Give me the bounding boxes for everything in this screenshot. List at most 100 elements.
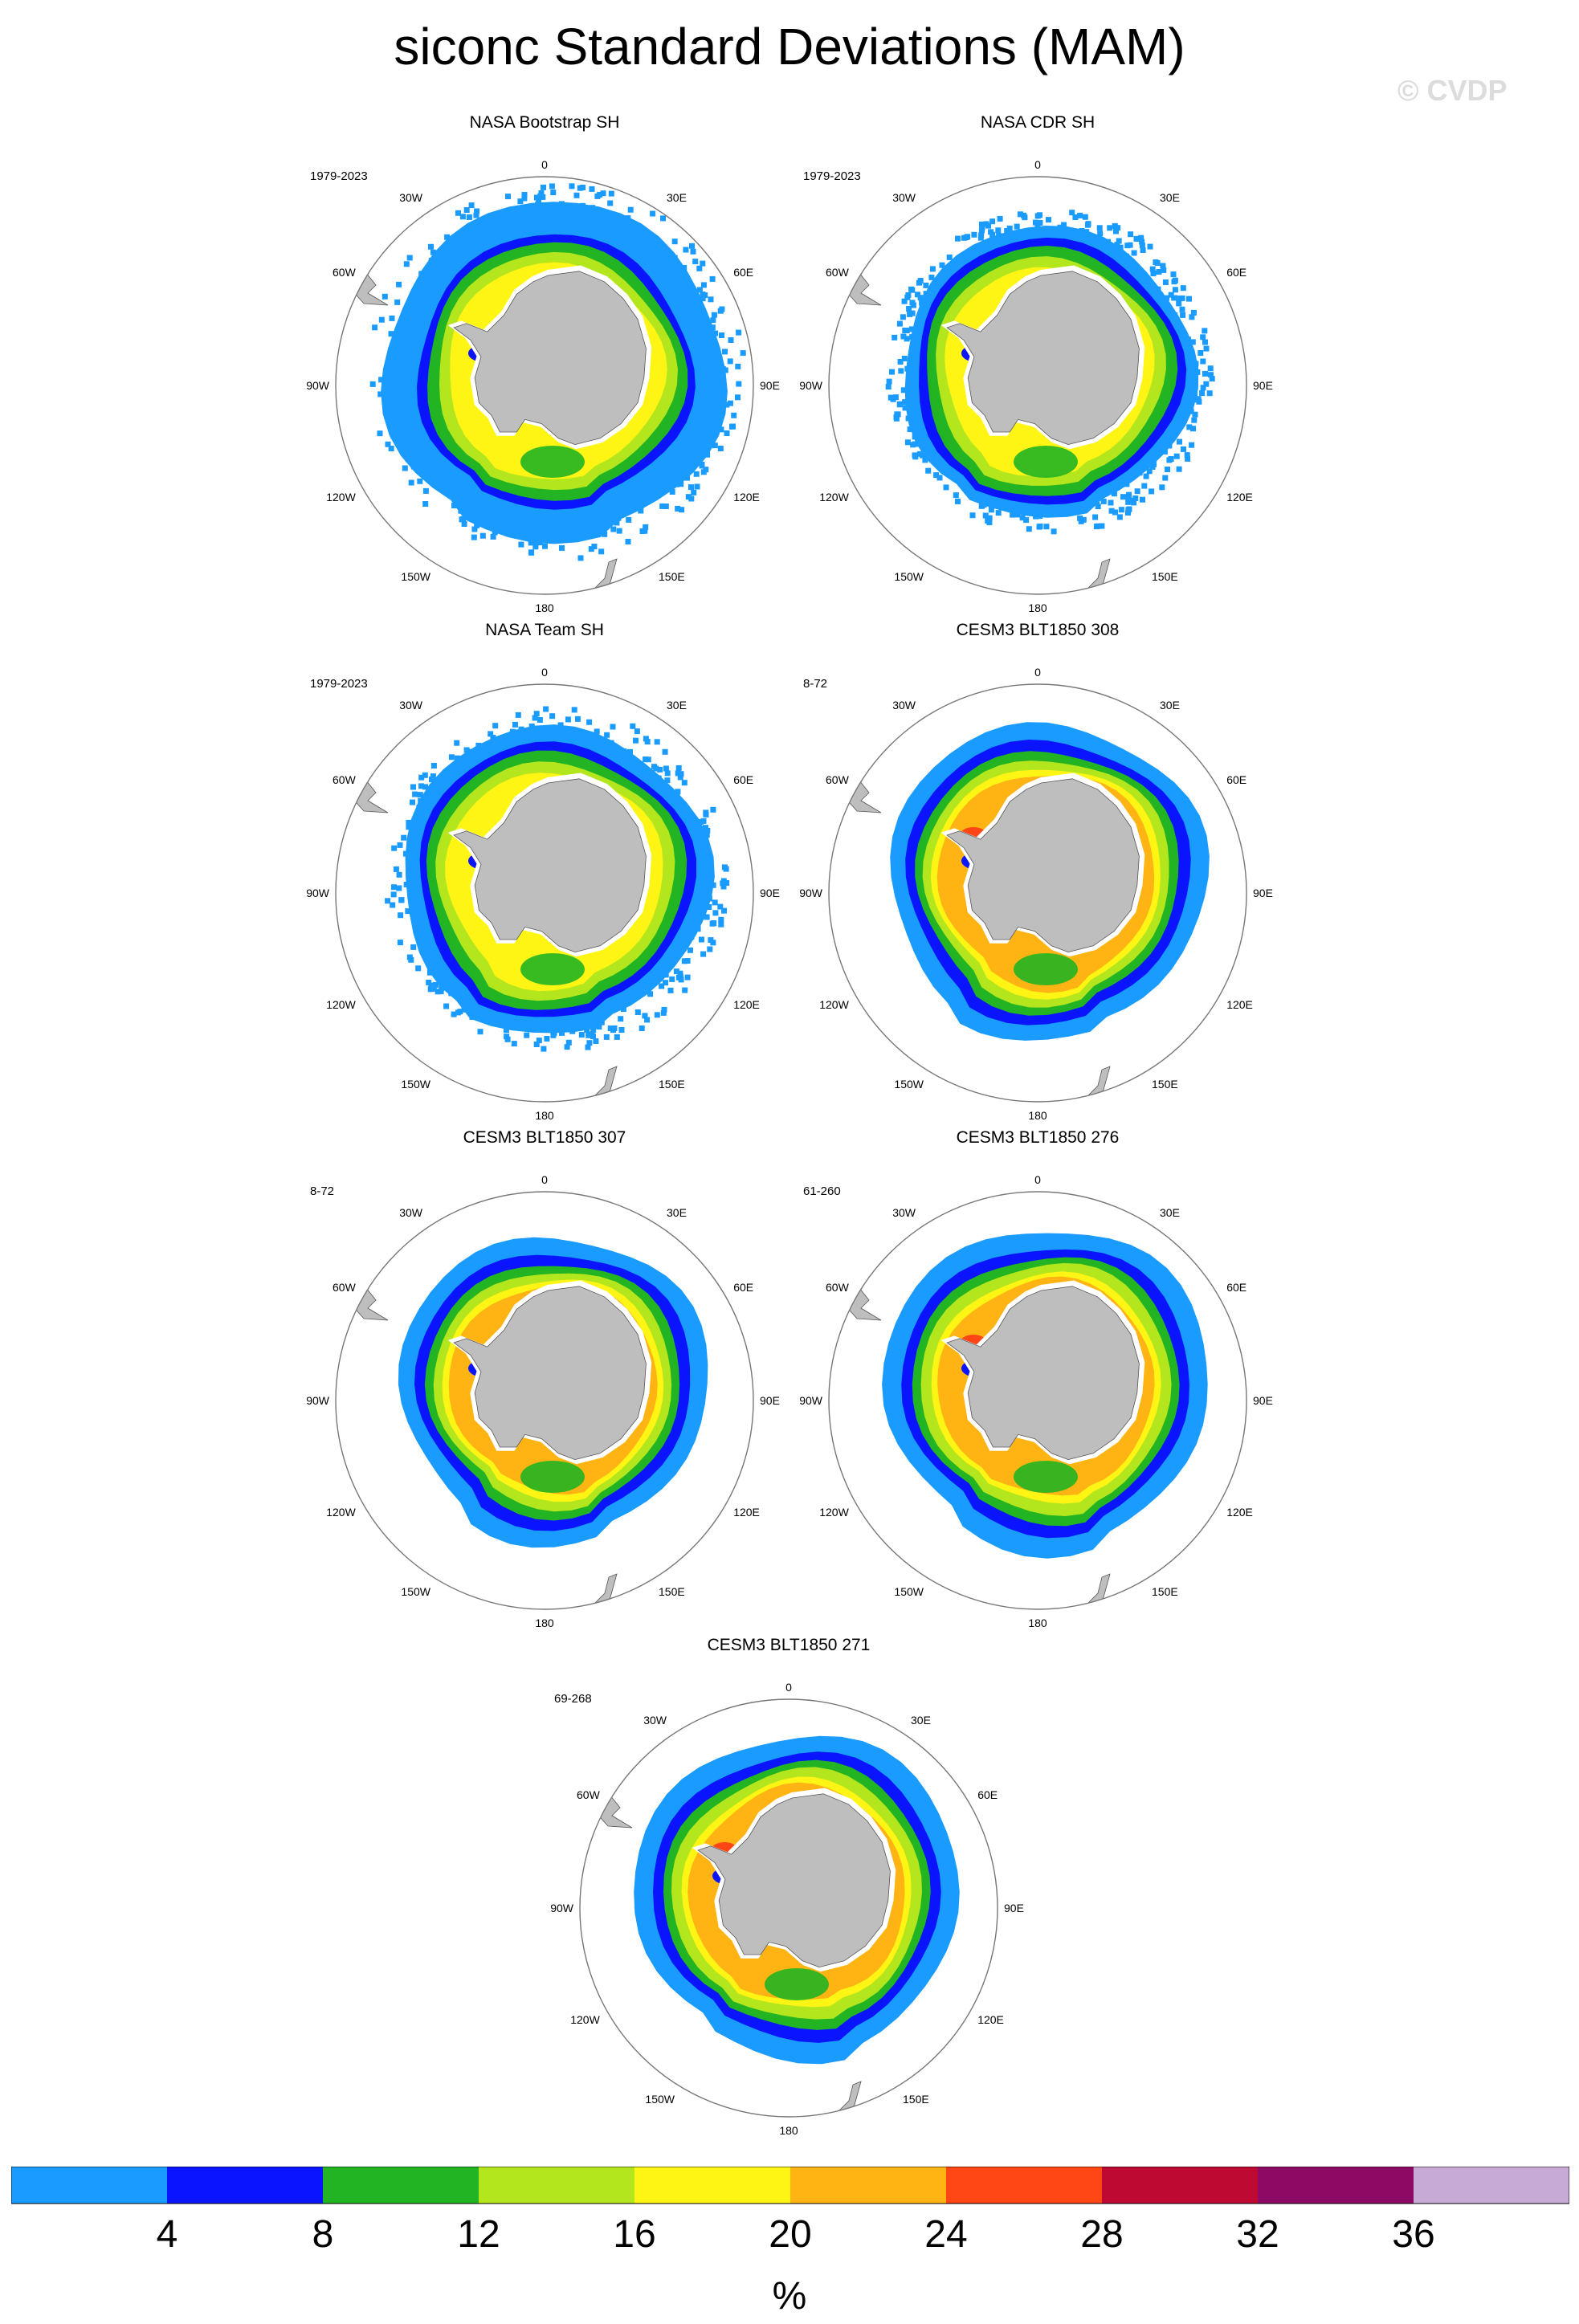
speckle-cell xyxy=(610,724,616,730)
speckle-cell xyxy=(1051,528,1057,535)
speckle-cell xyxy=(460,516,467,522)
speckle-cell xyxy=(886,378,892,385)
speckle-cell xyxy=(702,292,708,299)
speckle-cell xyxy=(463,747,470,753)
speckle-cell xyxy=(603,1034,610,1040)
speckle-cell xyxy=(1189,314,1195,320)
speckle-cell xyxy=(643,756,649,763)
antarctica-landmass xyxy=(453,271,647,446)
speckle-cell xyxy=(955,235,961,242)
antarctica-landmass xyxy=(946,1286,1140,1461)
speckle-cell xyxy=(898,368,904,374)
speckle-cell xyxy=(1203,381,1210,387)
speckle-cell xyxy=(690,248,696,255)
speckle-cell xyxy=(504,1034,510,1040)
speckle-cell xyxy=(541,1046,547,1052)
longitude-label: 60E xyxy=(733,773,753,786)
speckle-cell xyxy=(1043,524,1050,530)
speckle-cell xyxy=(724,430,730,436)
speckle-cell xyxy=(1046,217,1051,223)
speckle-cell xyxy=(614,520,620,526)
tasmania-landmass xyxy=(720,1075,736,1093)
speckle-cell xyxy=(687,947,693,953)
longitude-label: 180 xyxy=(1028,1617,1047,1629)
speckle-cell xyxy=(385,441,391,447)
speckle-cell xyxy=(675,764,682,771)
speckle-cell xyxy=(1061,222,1067,228)
speckle-cell xyxy=(394,299,401,305)
speckle-cell xyxy=(390,891,397,898)
speckle-cell xyxy=(1095,523,1101,529)
speckle-cell xyxy=(693,471,700,477)
speckle-cell xyxy=(490,735,496,740)
speckle-cell xyxy=(1165,467,1170,472)
speckle-cell xyxy=(459,214,466,220)
antarctica-landmass xyxy=(946,778,1140,953)
speckle-cell xyxy=(902,405,908,411)
speckle-cell xyxy=(1177,438,1182,445)
speckle-cell xyxy=(429,777,435,782)
speckle-cell xyxy=(1161,267,1167,273)
longitude-label: 90W xyxy=(306,1394,330,1407)
south-america-landmass xyxy=(336,1271,389,1321)
antarctica-landmass xyxy=(453,1286,647,1461)
longitude-label: 90W xyxy=(306,887,330,899)
speckle-cell xyxy=(1159,484,1165,491)
speckle-cell xyxy=(1150,271,1157,277)
longitude-label: 30E xyxy=(1160,699,1180,711)
speckle-cell xyxy=(896,402,903,408)
speckle-cell xyxy=(610,1027,616,1034)
speckle-cell xyxy=(724,402,730,408)
speckle-cell xyxy=(939,262,945,268)
speckle-cell xyxy=(675,770,681,777)
speckle-cell xyxy=(678,976,684,983)
speckle-cell xyxy=(659,983,665,989)
speckle-cell xyxy=(709,920,716,927)
longitude-label: 180 xyxy=(1028,1109,1047,1122)
speckle-cell xyxy=(740,350,746,357)
antarctica-landmass xyxy=(697,1793,891,1968)
speckle-cell xyxy=(586,1040,593,1046)
speckle-cell xyxy=(1171,279,1177,285)
speckle-cell xyxy=(711,312,717,318)
speckle-cell xyxy=(594,728,600,735)
speckle-cell xyxy=(978,232,985,239)
polar-map: 0 180 90W 90E 30W 30E 60W 60E 120W 120E 150W 150E 19… xyxy=(799,158,1273,614)
speckle-cell xyxy=(396,281,402,287)
speckle-cell xyxy=(1125,507,1132,513)
speckle-cell xyxy=(616,528,622,534)
speckle-cell xyxy=(438,989,444,995)
tasmania-landmass xyxy=(1214,1075,1230,1093)
longitude-label: 0 xyxy=(1034,666,1041,679)
longitude-label: 60W xyxy=(826,1281,850,1294)
longitude-label: 90E xyxy=(760,1394,780,1407)
speckle-cell xyxy=(408,956,414,963)
speckle-cell xyxy=(557,722,564,728)
speckle-cell xyxy=(418,783,424,789)
longitude-label: 60E xyxy=(733,266,753,279)
longitude-label: 180 xyxy=(779,2124,798,2137)
speckle-cell xyxy=(728,337,734,343)
speckle-cell xyxy=(1019,515,1026,521)
longitude-label: 150E xyxy=(659,1585,685,1598)
speckle-cell xyxy=(688,495,695,502)
speckle-cell xyxy=(1199,390,1206,396)
longitude-label: 90E xyxy=(1253,887,1273,899)
speckle-cell xyxy=(943,484,949,491)
speckle-cell xyxy=(427,986,434,993)
speckle-cell xyxy=(391,884,397,891)
speckle-cell xyxy=(528,549,535,556)
speckle-cell xyxy=(538,190,545,196)
speckle-cell xyxy=(532,544,539,550)
ross-sea-patch xyxy=(520,953,585,985)
speckle-cell xyxy=(678,771,684,777)
speckle-cell xyxy=(422,487,429,494)
speckle-cell xyxy=(1037,212,1042,218)
speckle-cell xyxy=(1198,350,1204,356)
longitude-label: 90W xyxy=(799,887,823,899)
speckle-cell xyxy=(398,897,405,903)
speckle-cell xyxy=(451,1011,457,1017)
ross-sea-patch xyxy=(765,1968,829,2000)
panel-title: CESM3 BLT1850 271 xyxy=(707,1636,871,1654)
speckle-cell xyxy=(1072,214,1079,220)
